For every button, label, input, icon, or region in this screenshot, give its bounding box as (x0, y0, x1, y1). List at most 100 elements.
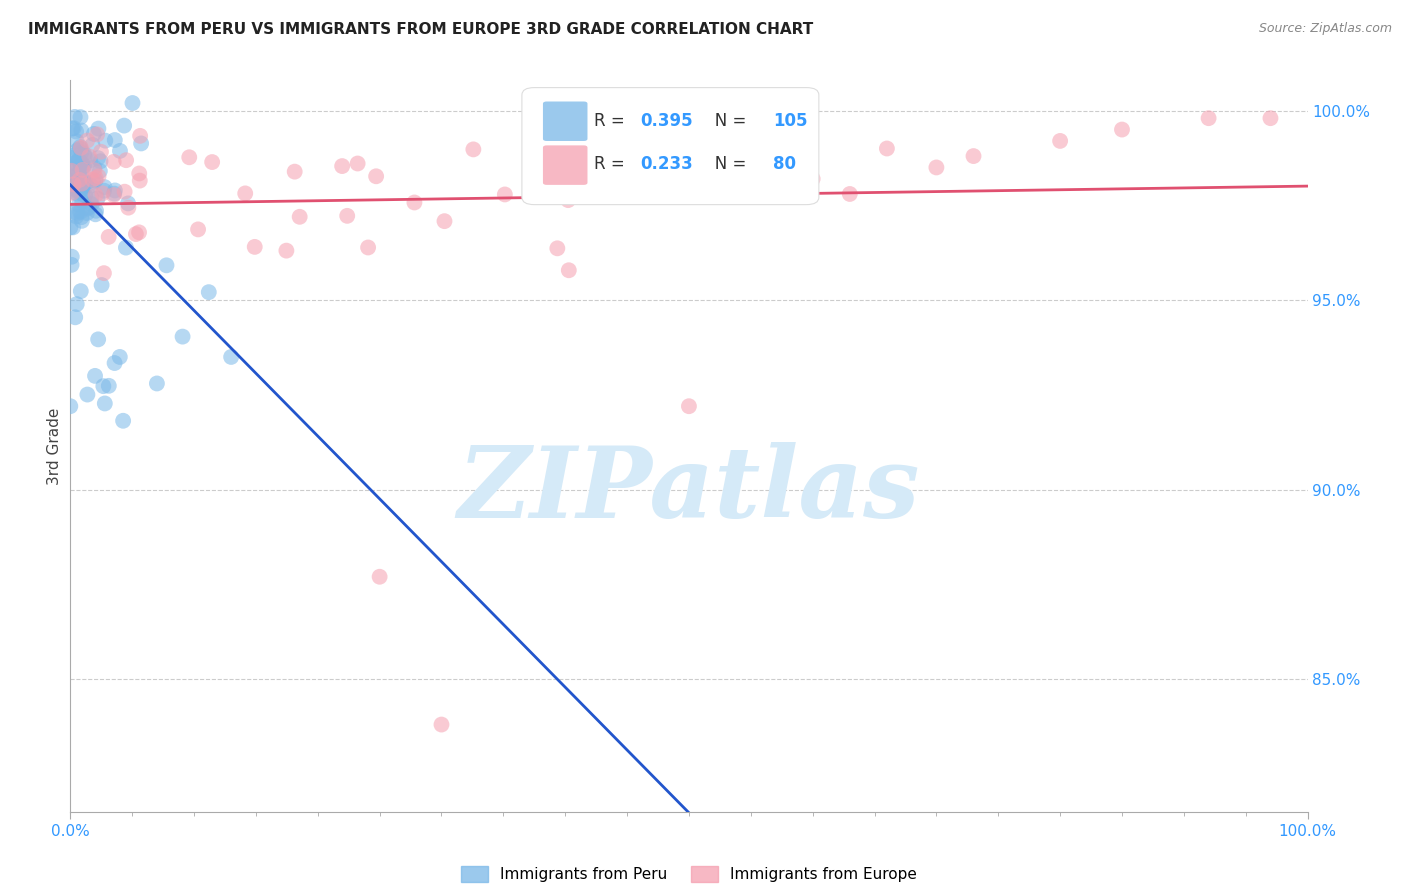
Point (801, 171, 824, 186)
Point (73, 188, 96, 202)
Point (72, 187, 94, 202)
Point (114, 185, 136, 199)
Point (76, 387, 98, 401)
Text: IMMIGRANTS FROM PERU VS IMMIGRANTS FROM EUROPE 3RD GRADE CORRELATION CHART: IMMIGRANTS FROM PERU VS IMMIGRANTS FROM … (28, 22, 813, 37)
Point (70, 161, 93, 176)
Point (80, 190, 103, 204)
FancyBboxPatch shape (543, 145, 588, 185)
Point (93, 180, 115, 194)
Point (76, 206, 98, 220)
Point (201, 155, 224, 169)
Point (146, 376, 169, 391)
Point (115, 153, 138, 168)
Point (129, 136, 152, 151)
Point (75, 176, 97, 190)
Point (284, 164, 307, 178)
Point (69, 142, 91, 156)
FancyBboxPatch shape (543, 102, 588, 141)
Point (703, 179, 725, 194)
Point (67, 179, 90, 194)
Text: ZIPatlas: ZIPatlas (458, 442, 920, 538)
Point (82, 173, 104, 187)
Point (70, 210, 93, 224)
Point (288, 210, 311, 224)
Point (60, 163, 83, 178)
Point (67, 185, 90, 199)
Point (70, 182, 93, 196)
Point (80, 197, 103, 211)
Point (70, 177, 93, 191)
Point (90, 278, 112, 293)
Text: 0.395: 0.395 (641, 112, 693, 129)
Point (128, 173, 150, 187)
Point (93, 379, 115, 393)
Point (558, 263, 581, 277)
Point (155, 258, 177, 272)
Point (67, 198, 90, 212)
Point (87, 169, 110, 184)
Point (84, 368, 107, 383)
Point (128, 166, 150, 180)
Point (77, 149, 100, 163)
Legend: Immigrants from Peru, Immigrants from Europe: Immigrants from Peru, Immigrants from Eu… (454, 860, 924, 888)
Point (66, 168, 89, 182)
Point (94, 134, 117, 148)
Point (108, 144, 131, 158)
Point (87, 121, 110, 136)
Point (62, 181, 84, 195)
Point (357, 240, 380, 254)
Point (1198, 111, 1220, 125)
Point (69, 284, 91, 298)
Point (197, 285, 219, 300)
Point (520, 95, 543, 110)
Y-axis label: 3rd Grade: 3rd Grade (46, 408, 62, 484)
Point (83, 163, 105, 178)
Point (66, 184, 89, 198)
Point (70, 141, 93, 155)
Point (60, 174, 83, 188)
Point (87, 332, 110, 346)
Point (79, 153, 101, 168)
Point (1111, 122, 1133, 136)
Point (62, 178, 84, 192)
Point (84, 188, 107, 202)
Text: 80: 80 (773, 155, 796, 173)
Point (103, 186, 125, 201)
Text: 0.233: 0.233 (641, 155, 693, 173)
Point (346, 156, 368, 170)
Point (67, 153, 90, 168)
Point (330, 159, 353, 173)
Point (62, 121, 84, 136)
Point (219, 350, 242, 364)
Point (87, 151, 110, 165)
Text: Source: ZipAtlas.com: Source: ZipAtlas.com (1258, 22, 1392, 36)
Point (66, 143, 89, 157)
Point (366, 169, 388, 184)
Point (72, 171, 94, 186)
Point (103, 154, 125, 169)
Text: R =: R = (593, 155, 630, 173)
Point (97, 379, 120, 393)
Point (60, 258, 83, 272)
Point (76, 134, 98, 148)
Point (86, 192, 108, 206)
Point (115, 241, 138, 255)
Point (83, 161, 105, 175)
Point (91, 186, 114, 201)
Point (84, 207, 107, 221)
Point (72, 156, 94, 170)
Point (63, 110, 86, 124)
Point (1049, 134, 1071, 148)
Point (82, 175, 104, 189)
Point (62, 156, 84, 170)
Point (65, 178, 87, 192)
Point (97, 230, 120, 244)
Point (463, 142, 485, 156)
FancyBboxPatch shape (522, 87, 818, 204)
Point (69, 173, 91, 187)
Point (962, 149, 984, 163)
Point (89, 154, 111, 169)
Text: N =: N = (699, 155, 751, 173)
Point (838, 186, 860, 201)
Point (76, 202, 98, 216)
